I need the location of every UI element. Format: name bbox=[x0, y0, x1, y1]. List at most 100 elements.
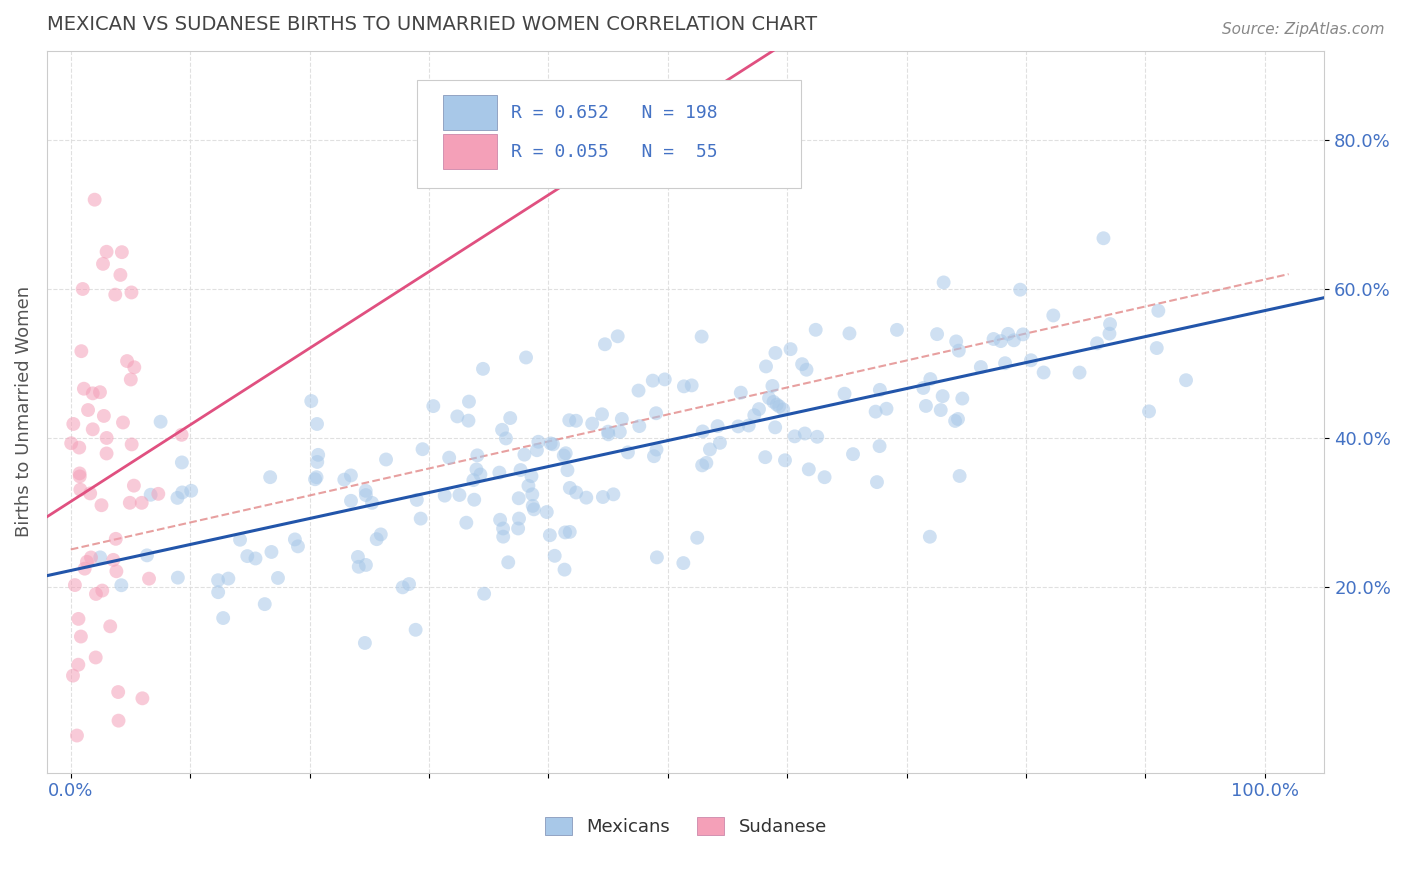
Point bbox=[565, 485, 588, 500]
Point bbox=[93, 409, 115, 423]
Point bbox=[761, 379, 783, 393]
Point bbox=[508, 511, 530, 525]
Point bbox=[149, 415, 172, 429]
Point bbox=[591, 407, 613, 421]
Point bbox=[773, 453, 796, 467]
Point bbox=[838, 326, 860, 341]
Point bbox=[499, 411, 522, 425]
Point bbox=[763, 420, 786, 434]
Point bbox=[446, 409, 468, 424]
Point bbox=[779, 342, 801, 356]
Point bbox=[354, 636, 377, 650]
Point bbox=[66, 729, 89, 743]
Point bbox=[643, 449, 665, 463]
Point bbox=[180, 483, 202, 498]
Point bbox=[541, 437, 564, 451]
Point bbox=[627, 384, 650, 398]
Point bbox=[565, 414, 588, 428]
Point bbox=[107, 714, 129, 728]
Point bbox=[166, 491, 188, 505]
Point bbox=[742, 408, 765, 422]
Point bbox=[70, 344, 93, 359]
Point bbox=[515, 351, 537, 365]
Point bbox=[834, 386, 856, 401]
Point bbox=[813, 470, 835, 484]
Point bbox=[1019, 353, 1042, 368]
Point bbox=[526, 443, 548, 458]
Point bbox=[67, 441, 90, 455]
Point bbox=[212, 611, 235, 625]
Point bbox=[304, 472, 326, 486]
Point bbox=[727, 419, 749, 434]
Point bbox=[79, 486, 101, 500]
Point bbox=[472, 362, 495, 376]
Point bbox=[96, 244, 118, 259]
Point bbox=[609, 425, 631, 439]
Point bbox=[945, 334, 967, 349]
Point bbox=[596, 425, 619, 439]
Point bbox=[1098, 317, 1121, 331]
Point bbox=[449, 488, 471, 502]
Point bbox=[437, 450, 460, 465]
Point bbox=[762, 395, 785, 409]
Y-axis label: Births to Unmarried Women: Births to Unmarried Women bbox=[15, 286, 32, 537]
Point bbox=[912, 381, 935, 395]
Point bbox=[617, 445, 640, 459]
FancyBboxPatch shape bbox=[418, 79, 800, 188]
Point bbox=[70, 630, 93, 644]
Point bbox=[62, 668, 84, 682]
Text: R = 0.652   N = 198: R = 0.652 N = 198 bbox=[510, 103, 717, 122]
Point bbox=[307, 448, 329, 462]
Point bbox=[575, 491, 598, 505]
Point bbox=[463, 473, 485, 487]
Point bbox=[1137, 404, 1160, 418]
Point bbox=[104, 287, 127, 301]
Point bbox=[990, 334, 1012, 348]
Point bbox=[1012, 327, 1035, 342]
Point bbox=[994, 356, 1017, 370]
Point bbox=[672, 556, 695, 570]
Point bbox=[391, 580, 413, 594]
Point bbox=[690, 458, 713, 473]
Text: R = 0.055   N =  55: R = 0.055 N = 55 bbox=[510, 143, 717, 161]
Point bbox=[138, 572, 160, 586]
Point bbox=[641, 374, 664, 388]
Point bbox=[538, 528, 561, 542]
Point bbox=[523, 502, 546, 516]
Point bbox=[558, 481, 581, 495]
Point bbox=[111, 245, 134, 260]
Point bbox=[581, 417, 603, 431]
Point bbox=[63, 578, 86, 592]
Point bbox=[554, 563, 576, 577]
Point bbox=[259, 470, 281, 484]
Point bbox=[287, 540, 309, 554]
Point bbox=[602, 487, 624, 501]
Point bbox=[606, 329, 628, 343]
Point bbox=[115, 354, 138, 368]
Point bbox=[592, 490, 614, 504]
Point bbox=[489, 513, 512, 527]
Point bbox=[520, 469, 543, 483]
Point bbox=[748, 402, 770, 417]
Point bbox=[1175, 373, 1198, 387]
Point bbox=[772, 402, 794, 417]
Point bbox=[508, 491, 530, 506]
Point bbox=[793, 426, 815, 441]
Point bbox=[347, 549, 370, 564]
Point bbox=[62, 417, 84, 431]
Point bbox=[949, 469, 972, 483]
Point bbox=[970, 359, 993, 374]
Point bbox=[472, 587, 495, 601]
Point bbox=[458, 394, 481, 409]
Point bbox=[804, 323, 827, 337]
Point bbox=[267, 571, 290, 585]
Point bbox=[217, 572, 239, 586]
Point bbox=[695, 456, 717, 470]
Point bbox=[333, 473, 356, 487]
Point bbox=[91, 257, 114, 271]
Point bbox=[121, 437, 143, 451]
Point bbox=[886, 323, 908, 337]
Point bbox=[797, 462, 820, 476]
Point bbox=[593, 337, 616, 351]
Point bbox=[253, 597, 276, 611]
